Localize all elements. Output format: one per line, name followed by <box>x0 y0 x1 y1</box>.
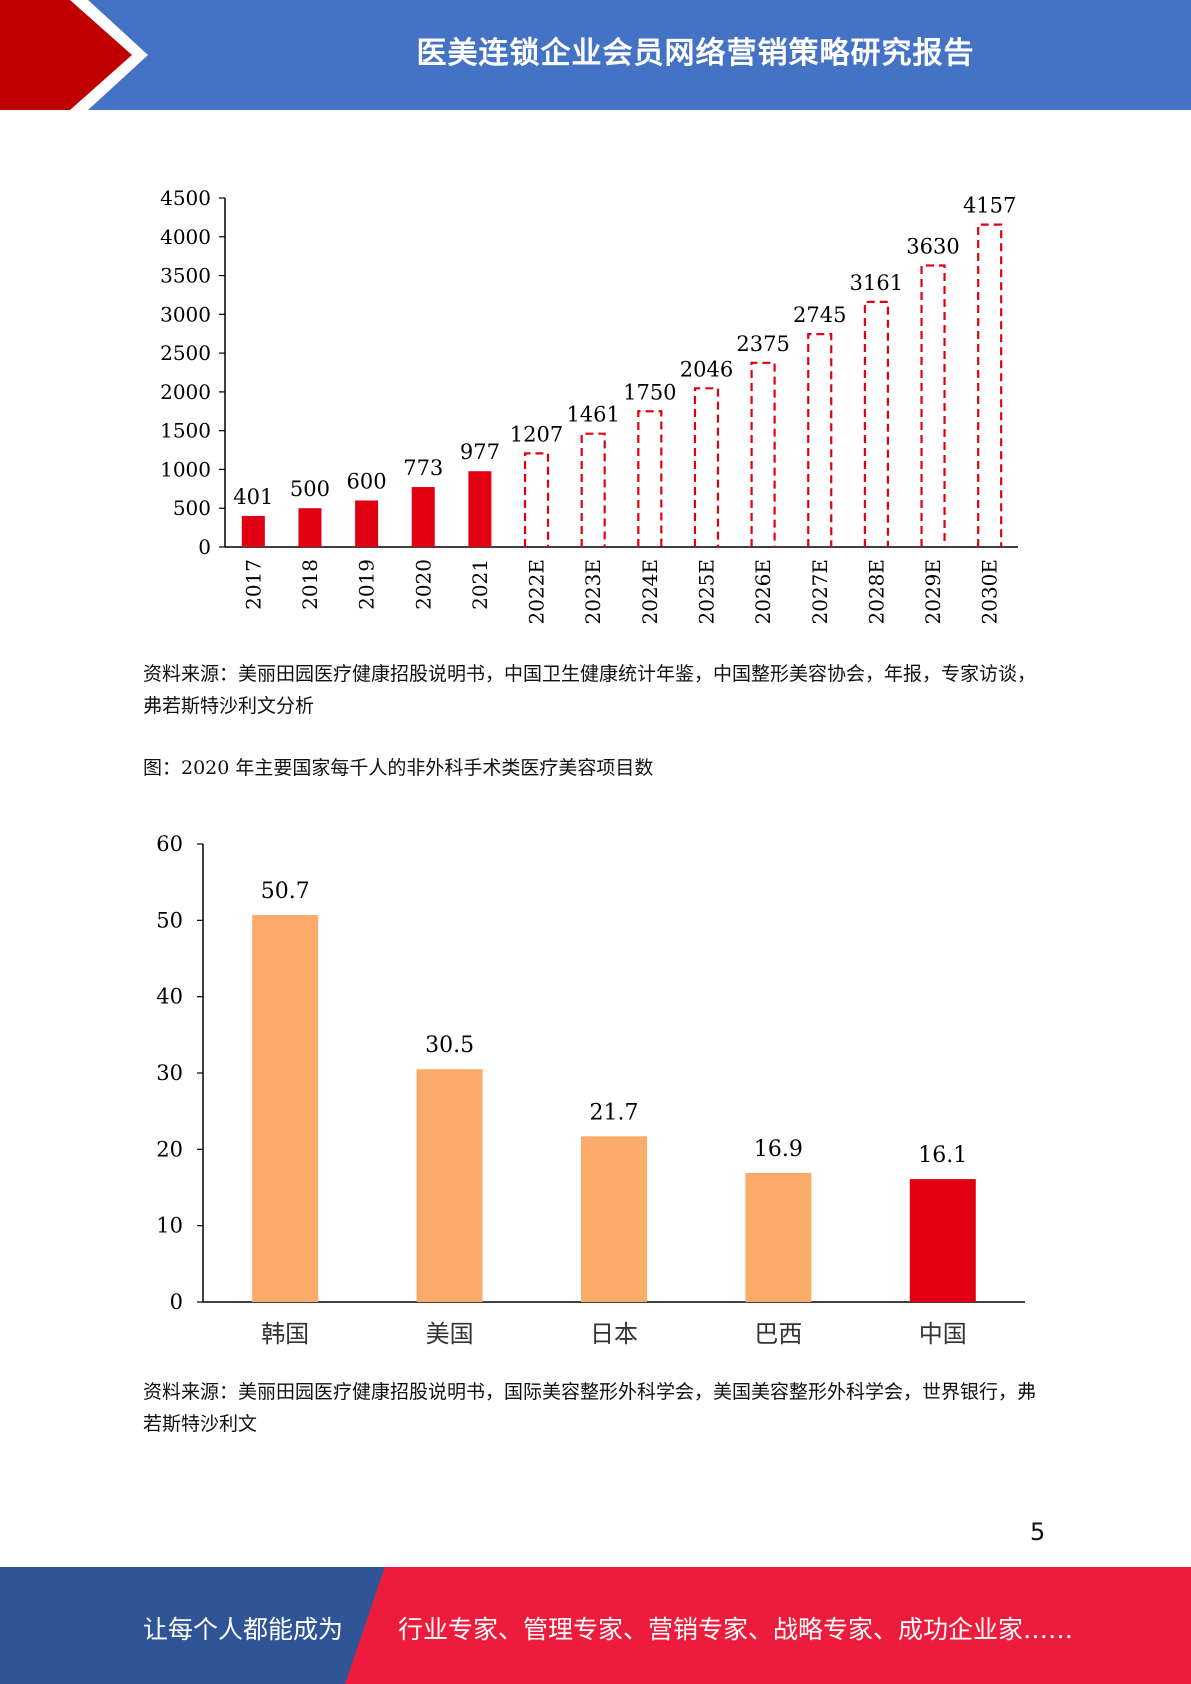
chart-2-x-tick-label: 韩国 <box>261 1320 309 1348</box>
chart-1-x-tick-label: 2023E <box>581 559 605 625</box>
chart-2-y-ticks: 0 10 20 30 40 50 60 <box>156 832 203 1314</box>
chart-1-x-tick-label: 2029E <box>921 559 945 625</box>
chart-2-x-tick-label: 巴西 <box>754 1320 802 1348</box>
chart-1-y-tick-label: 2500 <box>160 341 211 365</box>
footer-slogan-left: 让每个人都能成为 <box>143 1615 344 1644</box>
chart-2-y-tick-label: 10 <box>156 1214 183 1238</box>
chart-1-x-tick-label: 2030E <box>978 559 1002 625</box>
header-title: 医美连锁企业会员网络营销策略研究报告 <box>416 36 975 71</box>
chart-1-data-label: 401 <box>233 485 273 509</box>
chart-2-x-ticks: 韩国 美国 日本 巴西 中国 <box>261 1320 967 1348</box>
page-header <box>0 0 1191 110</box>
chart-1-bar-estimate <box>693 387 720 547</box>
chart-2: 50.7 30.5 21.7 16.9 16.1 韩国 美国 日本 巴西 中国 0 10 20 30 4… <box>156 832 1025 1348</box>
chart-2-bar <box>909 1179 976 1302</box>
chart-2-y-tick-label: 60 <box>156 832 183 856</box>
chart-1-data-label: 977 <box>460 440 500 464</box>
chart-1-data-label: 1461 <box>566 403 619 427</box>
chart-2-data-label: 30.5 <box>425 1033 474 1058</box>
chart-1-bar-estimate <box>523 452 550 547</box>
chart-1-bar <box>468 471 492 547</box>
chart-1-x-tick-label: 2024E <box>638 559 662 625</box>
page-number: 5 <box>1030 1518 1046 1546</box>
chart-1-data-label: 773 <box>403 456 443 480</box>
chart-1-bar <box>411 487 435 547</box>
chart-1-bar-estimate <box>580 432 606 547</box>
chart-1-y-tick-label: 0 <box>198 535 211 559</box>
chart-1-bar-estimate <box>863 300 889 547</box>
chart-1-x-tick-label: 2019 <box>355 559 379 610</box>
chart-1-x-tick-label: 2017 <box>241 559 265 610</box>
chart-1-data-label: 600 <box>347 469 387 493</box>
chart-1-bar-estimate <box>637 410 663 547</box>
chart-2-bar <box>581 1136 647 1302</box>
chart-1-x-tick-label: 2020 <box>411 559 435 610</box>
chart-1-bars <box>241 223 1003 547</box>
chart-1-data-labels: 401 500 6007739771207146117502046237527453… <box>233 194 1016 509</box>
chart-1-x-tick-label: 2025E <box>694 559 718 625</box>
chart-1-data-label: 500 <box>290 477 330 501</box>
chart-2-data-label: 50.7 <box>261 879 310 904</box>
chart-2-bar <box>252 914 319 1302</box>
chart-2-y-tick-label: 50 <box>156 908 183 932</box>
chart-2-data-label: 16.9 <box>754 1137 803 1162</box>
footer-slogan-right: 行业专家、管理专家、营销专家、战略专家、成功企业家…… <box>398 1615 1074 1644</box>
chart-2-bar <box>745 1172 812 1302</box>
chart-1-data-label: 4157 <box>963 194 1016 218</box>
chart-2-data-label: 21.7 <box>590 1100 639 1125</box>
chart-1-y-tick-label: 1500 <box>160 419 211 443</box>
chart-2-y-tick-label: 20 <box>156 1137 183 1161</box>
chart-1: 401 500 6007739771207146117502046237527453… <box>160 186 1018 625</box>
chart-1-x-tick-label: 2027E <box>808 559 832 625</box>
chart-1-data-label: 1750 <box>623 380 676 404</box>
chart-1-x-tick-label: 2021 <box>468 559 492 610</box>
chart-1-y-tick-label: 2000 <box>160 380 211 404</box>
chart-1-y-tick-label: 3500 <box>160 264 211 288</box>
chart-2-source: 资料来源：美丽田园医疗健康招股说明书，国际美容整形外科学会，美国美容整形外科学会… <box>143 1381 1037 1435</box>
chart-1-y-tick-label: 4500 <box>160 186 211 210</box>
chart-1-y-tick-label: 4000 <box>160 225 211 249</box>
chart-2-x-tick-label: 日本 <box>590 1320 638 1348</box>
chart-2-bar <box>416 1069 483 1302</box>
chart-2-data-labels: 50.7 30.5 21.7 16.9 16.1 <box>261 879 968 1168</box>
chart-1-data-label: 2375 <box>736 332 789 356</box>
chart-2-caption: 图：2020 年主要国家每千人的非外科手术类医疗美容项目数 <box>143 757 654 779</box>
chart-1-y-tick-label: 500 <box>173 496 211 520</box>
page-footer <box>0 1567 1191 1684</box>
chart-2-y-tick-label: 30 <box>156 1061 183 1085</box>
chart-1-x-tick-label: 2018 <box>298 559 322 610</box>
chart-1-bar <box>298 508 322 547</box>
chart-1-y-tick-label: 3000 <box>160 302 211 326</box>
chart-1-bar <box>355 500 379 547</box>
chart-1-source: 资料来源：美丽田园医疗健康招股说明书，中国卫生健康统计年鉴，中国整形美容协会，年… <box>143 663 1037 717</box>
chart-1-data-label: 2745 <box>793 303 846 327</box>
chart-1-bar <box>241 515 265 547</box>
chart-1-y-ticks: 0 500 1000 1500 2000 2500 3000 3500 4000 4500 <box>160 186 225 559</box>
chart-2-y-tick-label: 0 <box>170 1290 183 1314</box>
chart-1-bar-estimate <box>977 223 1003 547</box>
chart-2-data-label: 16.1 <box>918 1143 967 1168</box>
chart-1-data-label: 2046 <box>680 357 733 381</box>
chart-1-x-tick-label: 2026E <box>751 559 775 625</box>
chart-1-x-tick-label: 2028E <box>864 559 888 625</box>
chart-2-bars <box>252 914 976 1302</box>
chart-1-bar-estimate <box>750 361 776 547</box>
chart-1-data-label: 3161 <box>850 271 903 295</box>
chart-1-bar-estimate <box>807 333 833 547</box>
chart-1-bar-estimate <box>920 264 946 547</box>
chart-1-axes <box>224 198 1018 548</box>
chart-1-x-tick-label: 2022E <box>525 559 549 625</box>
chart-1-x-ticks: 2017 2018 2019 2020 2021 2022E 2023E 2024E 2025E… <box>241 559 1001 625</box>
chart-1-data-label: 3630 <box>906 234 959 258</box>
chart-1-y-tick-label: 1000 <box>160 457 211 481</box>
chart-2-x-tick-label: 美国 <box>426 1320 474 1348</box>
chart-2-y-tick-label: 40 <box>156 985 183 1009</box>
chart-2-x-tick-label: 中国 <box>919 1320 967 1348</box>
chart-1-data-label: 1207 <box>510 422 563 446</box>
